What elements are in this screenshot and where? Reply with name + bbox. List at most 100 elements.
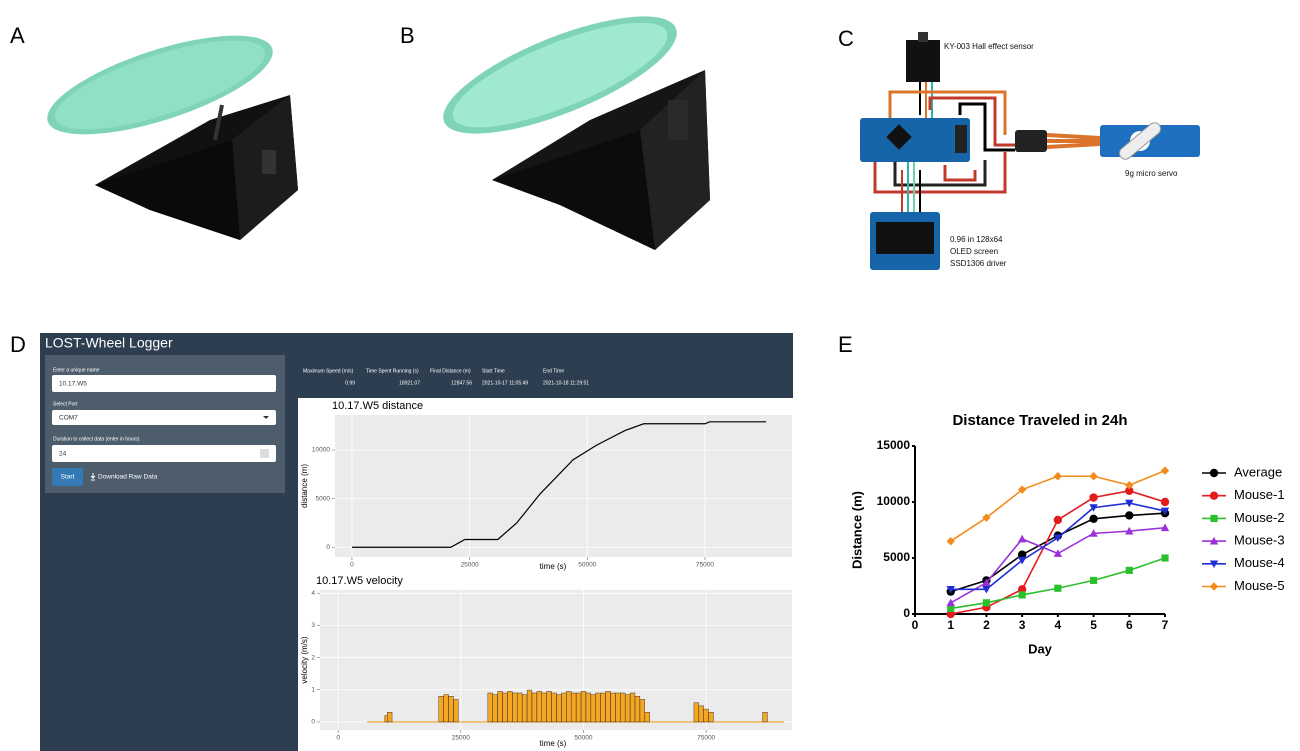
x-tick-label: 0 [336,735,340,742]
bar [387,712,393,723]
x-tick-label: 25000 [452,735,470,742]
y-axis-label: Distance (m) [849,491,864,569]
bar [625,694,631,723]
bar [487,692,493,723]
bar [590,694,596,723]
y-tick-label: 5000 [883,550,910,564]
bar [595,692,601,723]
bar [492,694,498,723]
data-point [1089,504,1098,512]
x-tick-label: 7 [1162,618,1169,632]
data-point [946,537,955,546]
data-point [1089,493,1098,502]
bar [561,692,567,723]
download-link[interactable]: Download Raw Data [98,474,158,481]
data-point [1017,556,1027,565]
stat-header: Maximum Speed (m/s) [303,368,354,374]
bar [600,692,606,723]
stat-value: 12847.56 [451,380,472,386]
data-point [1018,591,1026,599]
input-value: 24 [59,451,67,458]
bar [698,705,704,723]
legend-label: Mouse-3 [1234,533,1285,548]
panel-label: A [10,23,25,48]
data-point [1125,566,1133,574]
legend-marker [1209,560,1219,568]
bar [453,699,459,723]
stat-value: 18921.07 [399,380,420,386]
y-tick-label: 10000 [877,494,911,508]
start-button[interactable] [52,468,83,486]
bar [551,692,557,723]
y-tick-label: 4 [311,590,315,597]
bar [566,691,572,723]
x-tick-label: 75000 [697,735,715,742]
bar [448,696,454,723]
component-label: 0.96 in 128x64 [950,235,1003,244]
data-point [1160,497,1170,507]
y-tick-label: 10000 [312,447,330,454]
number-input[interactable] [52,445,276,462]
x-tick-label: 1 [947,618,954,632]
x-axis-label: Day [1028,641,1053,656]
device-photo [47,35,298,240]
text-input[interactable] [52,375,276,392]
bar [541,692,547,723]
bar [546,691,552,723]
x-axis-label: time (s) [540,562,567,571]
panel-label: D [10,332,26,357]
data-point [1017,534,1027,543]
legend-marker [1209,536,1219,545]
data-point [1054,584,1062,592]
data-point [1160,507,1170,516]
bar [531,692,538,723]
data-point [1125,481,1134,490]
data-point [1125,499,1134,508]
bar [526,689,533,723]
component-label: SSD1306 driver [950,259,1007,268]
bar [536,691,542,723]
data-point [1125,526,1134,535]
data-point [1017,485,1027,494]
data-point [1090,576,1098,584]
panel-label: C [838,26,854,51]
data-point [1053,534,1063,543]
x-tick-label: 6 [1126,618,1133,632]
x-tick-label: 0 [350,562,354,569]
bar [620,692,626,723]
stat-header: Start Time [482,368,505,374]
y-tick-label: 0 [903,606,910,620]
data-point [1089,514,1098,523]
data-point [1089,529,1098,537]
bar [443,694,449,723]
bar [634,696,641,723]
bar [517,692,523,723]
y-tick-label: 15000 [877,438,911,452]
spinner[interactable] [260,449,269,458]
input-value: 10.17.W5 [59,381,87,388]
component-label: KY-003 Hall effect sensor [944,42,1034,51]
dropdown-arrow [263,416,269,419]
y-tick-label: 1 [311,686,315,693]
bar [644,712,650,723]
x-tick-label: 0 [912,618,919,632]
data-point [947,604,955,612]
chart-title: 10.17.W5 velocity [316,575,403,587]
y-tick-label: 2 [311,654,315,661]
bar [693,702,699,723]
x-tick-label: 75000 [696,562,714,569]
legend-label: Average [1234,464,1282,479]
device-photo [443,16,710,250]
panel-label: E [838,332,853,357]
stat-value: 2021-10-18 11:29:51 [543,380,589,386]
data-point [946,598,955,607]
legend-marker [1209,468,1219,478]
select-input[interactable] [52,410,276,425]
component-label: 9g micro servo [1125,169,1178,178]
bar [629,692,636,723]
data-point [982,599,990,607]
bar [512,692,518,723]
bar [639,699,645,723]
